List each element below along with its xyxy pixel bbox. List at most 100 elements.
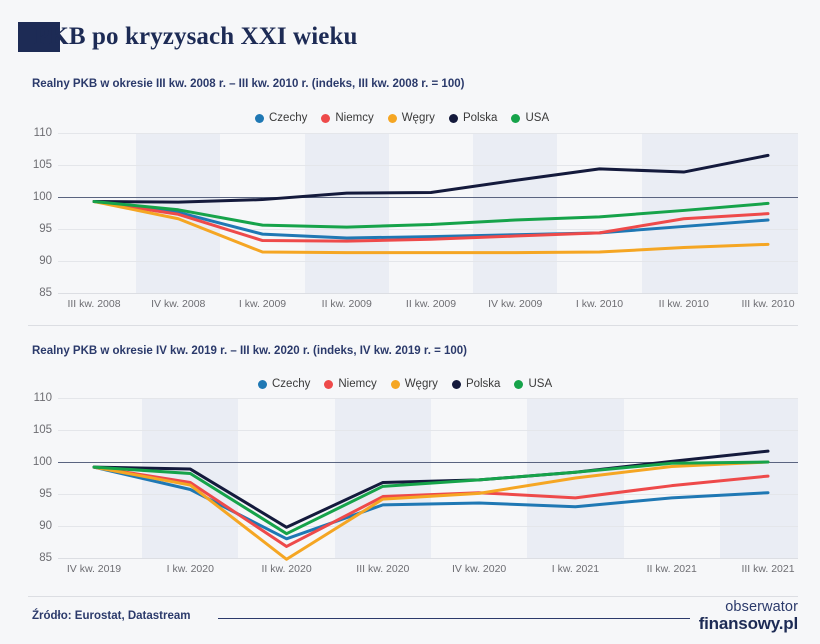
footer-divider xyxy=(28,596,798,597)
x-axis-line xyxy=(58,558,798,559)
legend-label: Polska xyxy=(465,378,501,390)
footer-rule xyxy=(218,618,690,619)
series-lines xyxy=(92,449,770,561)
gridline xyxy=(58,133,798,134)
gridline xyxy=(58,398,798,399)
gridline xyxy=(58,430,798,431)
legend-item-polska: Polska xyxy=(451,378,501,390)
x-axis-tick-label: II kw. 2021 xyxy=(646,563,697,575)
legend-label: USA xyxy=(528,378,553,390)
y-axis-tick-label: 95 xyxy=(39,223,52,235)
x-axis-tick-label: III kw. 2008 xyxy=(67,298,121,310)
x-axis-tick-label: I kw. 2010 xyxy=(575,298,624,310)
x-axis-tick-label: IV kw. 2009 xyxy=(488,298,543,310)
x-axis-tick-label: III kw. 2020 xyxy=(356,563,410,575)
x-axis-tick-label: I kw. 2021 xyxy=(551,563,600,575)
series-line-niemcy xyxy=(92,199,770,243)
series-line-polska xyxy=(92,153,770,204)
gridline xyxy=(58,261,798,262)
legend-item-polska: Polska xyxy=(448,112,498,124)
legend-label: Polska xyxy=(462,112,498,124)
legend-dot-icon xyxy=(511,113,521,123)
y-axis-tick-label: 85 xyxy=(39,552,52,564)
section-divider xyxy=(28,325,798,326)
obserwator-finansowy-logo: obserwator finansowy.pl xyxy=(699,600,798,632)
legend-item-niemcy: Niemcy xyxy=(321,112,374,124)
y-axis-tick-label: 90 xyxy=(39,255,52,267)
gridline xyxy=(58,229,798,230)
reference-line xyxy=(58,197,798,198)
legend-item-czechy: Czechy xyxy=(255,112,307,124)
legend-label: Czechy xyxy=(269,112,308,124)
chart-1-legend: Czechy Niemcy Węgry Polska USA xyxy=(255,112,549,124)
y-axis-tick-label: 100 xyxy=(32,191,52,203)
legend-label: USA xyxy=(525,112,550,124)
y-axis-tick-label: 110 xyxy=(33,392,52,404)
footer: Źródło: Eurostat, Datastream obserwator … xyxy=(0,596,820,644)
y-axis-tick-label: 105 xyxy=(32,159,52,171)
legend-item-czechy: Czechy xyxy=(258,378,310,390)
reference-line xyxy=(58,462,798,463)
legend-dot-icon xyxy=(258,379,267,389)
y-axis-tick-label: 105 xyxy=(32,424,52,436)
series-line-usa xyxy=(92,460,770,536)
chart-1-subtitle: Realny PKB w okresie III kw. 2008 r. – I… xyxy=(32,78,465,90)
legend-dot-icon xyxy=(514,379,524,389)
x-axis-tick-label: IV kw. 2008 xyxy=(151,298,206,310)
legend-dot-icon xyxy=(255,113,264,123)
chart-background-band xyxy=(334,398,431,558)
series-line-węgry xyxy=(92,460,770,561)
chart-2-legend: Czechy Niemcy Węgry Polska USA xyxy=(258,378,552,390)
x-axis-tick-label: II kw. 2009 xyxy=(405,298,457,310)
logo-line-1: obserwator xyxy=(725,599,798,615)
y-axis-tick-label: 85 xyxy=(39,287,52,299)
series-lines xyxy=(92,153,770,255)
gridline xyxy=(58,526,798,527)
series-line-niemcy xyxy=(92,465,770,548)
chart-background-band xyxy=(304,133,389,293)
legend-label: Węgry xyxy=(404,378,438,390)
legend-item-usa: USA xyxy=(514,378,552,390)
x-axis-tick-label: II kw. 2009 xyxy=(321,298,372,310)
y-axis-tick-label: 100 xyxy=(32,456,52,468)
chart-background-band xyxy=(473,133,558,293)
chart-2-subtitle: Realny PKB w okresie IV kw. 2019 r. – II… xyxy=(32,345,468,357)
legend-item-usa: USA xyxy=(511,112,549,124)
x-axis-tick-label: II kw. 2020 xyxy=(261,563,312,575)
y-axis-tick-label: 95 xyxy=(39,488,52,500)
logo-line-2: finansowy.pl xyxy=(698,613,798,633)
legend-dot-icon xyxy=(390,379,400,389)
series-line-usa xyxy=(92,199,770,229)
chart-1-plot: 85 90 95 100 105 110 III kw. 2008 IV kw. 2008 I … xyxy=(33,127,798,310)
series-line-węgry xyxy=(92,199,770,255)
y-axis-tick-label: 110 xyxy=(33,127,52,139)
legend-label: Niemcy xyxy=(338,378,377,390)
legend-dot-icon xyxy=(448,113,458,123)
page-title-text: PKB po kryzysach XXI wieku xyxy=(34,23,358,50)
x-axis-tick-label: I kw. 2009 xyxy=(238,298,287,310)
legend-label: Niemcy xyxy=(335,112,374,124)
series-line-polska xyxy=(92,449,770,529)
legend-label: Czechy xyxy=(272,378,311,390)
legend-item-węgry: Węgry xyxy=(390,378,438,390)
x-axis-tick-label: II kw. 2010 xyxy=(658,298,709,310)
x-axis-line xyxy=(58,293,798,294)
x-axis-tick-label: I kw. 2020 xyxy=(166,563,214,575)
legend-item-niemcy: Niemcy xyxy=(324,378,377,390)
legend-dot-icon xyxy=(451,379,461,389)
legend-item-węgry: Węgry xyxy=(387,112,435,124)
y-axis-tick-label: 90 xyxy=(39,520,52,532)
legend-dot-icon xyxy=(324,379,334,389)
x-axis-tick-label: IV kw. 2019 xyxy=(66,563,122,575)
x-axis-tick-label: III kw. 2010 xyxy=(741,298,795,310)
series-line-czechy xyxy=(92,199,770,240)
legend-label: Węgry xyxy=(401,112,435,124)
legend-dot-icon xyxy=(321,113,331,123)
legend-dot-icon xyxy=(387,113,397,123)
x-axis-tick-label: IV kw. 2020 xyxy=(451,563,507,575)
page-title: PKB po kryzysach XXI wieku xyxy=(0,20,357,54)
gridline xyxy=(58,165,798,166)
title-accent-block xyxy=(18,22,60,52)
source-note: Źródło: Eurostat, Datastream xyxy=(32,610,191,622)
